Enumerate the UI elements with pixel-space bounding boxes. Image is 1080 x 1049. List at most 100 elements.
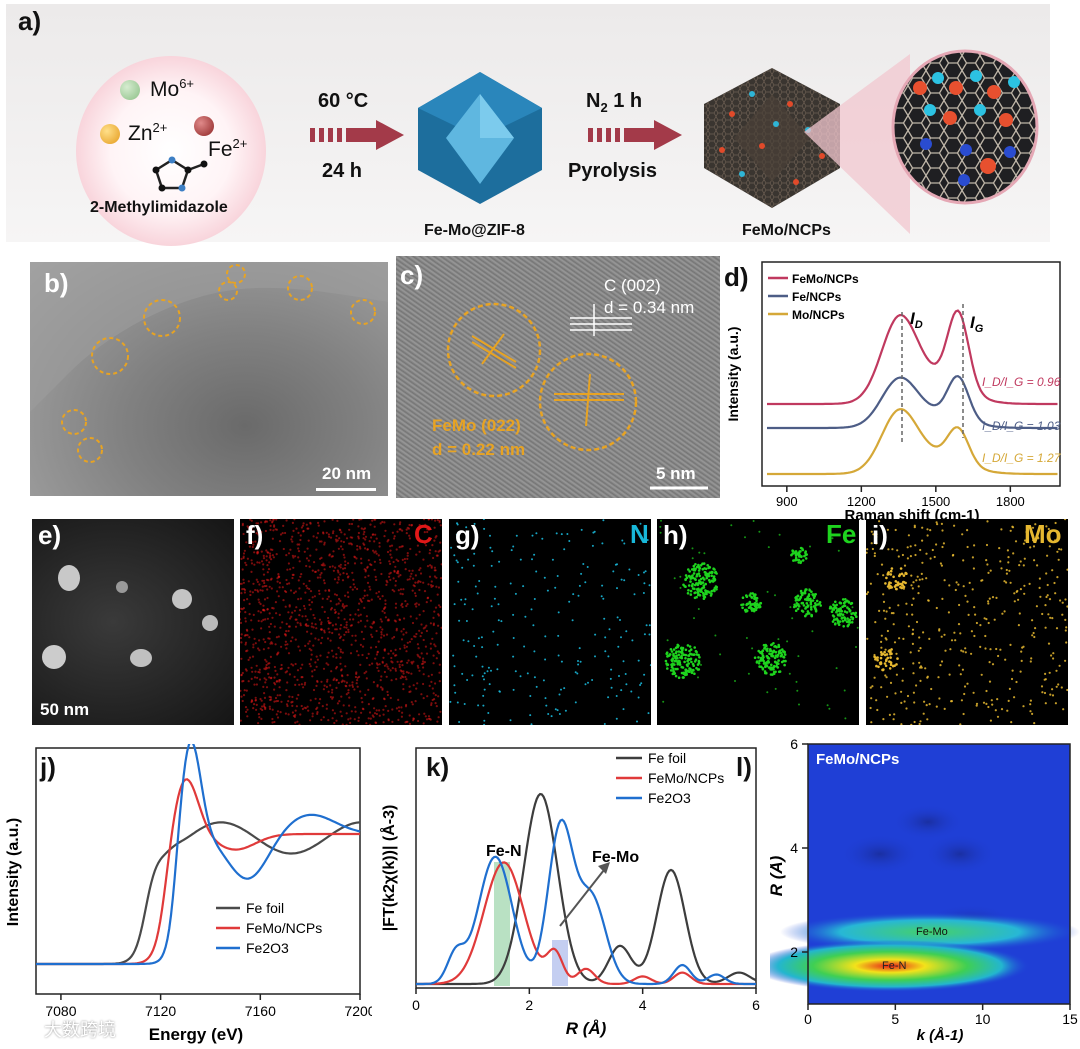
- eds-signal-dot: [353, 718, 356, 721]
- eds-signal-dot: [533, 598, 536, 600]
- eds-signal-dot: [255, 532, 258, 535]
- eds-cluster-dot: [780, 653, 784, 656]
- eds-signal-dot: [263, 581, 266, 585]
- exafs-xtick-label: 6: [752, 997, 760, 1013]
- eds-signal-dot: [410, 572, 413, 575]
- eds-signal-dot: [241, 671, 244, 675]
- eds-signal-dot: [968, 581, 971, 584]
- eds-signal-dot: [873, 552, 876, 555]
- eds-cluster-dot: [902, 574, 906, 577]
- eds-signal-dot: [347, 689, 350, 692]
- eds-signal-dot: [876, 573, 879, 576]
- eds-signal-dot: [297, 645, 300, 648]
- femo-ncps-particle-icon: [704, 68, 840, 208]
- eds-cluster-dot: [847, 601, 851, 604]
- eds-signal-dot: [774, 594, 776, 597]
- eds-signal-dot: [351, 681, 354, 684]
- eds-signal-dot: [241, 588, 244, 591]
- eds-signal-dot: [882, 593, 885, 596]
- eds-signal-dot: [532, 624, 535, 627]
- eds-signal-dot: [259, 611, 262, 614]
- eds-signal-dot: [294, 721, 297, 724]
- eds-signal-dot: [275, 636, 278, 639]
- eds-signal-dot: [431, 698, 434, 702]
- eds-signal-dot: [303, 604, 306, 608]
- eds-signal-dot: [393, 635, 396, 639]
- eds-signal-dot: [240, 719, 242, 722]
- eds-signal-dot: [311, 569, 314, 572]
- haadf-particle: [130, 649, 152, 667]
- eds-signal-dot: [291, 535, 294, 538]
- eds-signal-dot: [345, 723, 348, 725]
- eds-signal-dot: [284, 640, 287, 643]
- eds-signal-dot: [339, 566, 342, 569]
- eds-cluster-dot: [713, 578, 717, 581]
- atomic-structure-zoom-icon: [891, 49, 1039, 205]
- eds-signal-dot: [901, 667, 905, 670]
- eds-signal-dot: [241, 680, 244, 683]
- eds-signal-dot: [1046, 554, 1049, 557]
- eds-signal-dot: [935, 606, 938, 610]
- eds-signal-dot: [285, 554, 288, 557]
- eds-signal-dot: [383, 607, 386, 610]
- eds-signal-dot: [457, 580, 460, 583]
- eds-signal-dot: [309, 658, 313, 661]
- eds-signal-dot: [320, 621, 323, 624]
- eds-signal-dot: [255, 578, 258, 581]
- eds-cluster-dot: [705, 576, 709, 580]
- eds-signal-dot: [373, 519, 376, 521]
- eds-signal-dot: [257, 610, 260, 613]
- eds-signal-dot: [662, 700, 665, 703]
- eds-signal-dot: [401, 529, 404, 532]
- eds-signal-dot: [259, 697, 262, 701]
- eds-signal-dot: [921, 526, 924, 529]
- eds-cluster-dot: [883, 653, 887, 657]
- eds-signal-dot: [610, 686, 613, 689]
- eds-signal-dot: [287, 652, 291, 655]
- eds-signal-dot: [316, 679, 319, 683]
- eds-signal-dot: [412, 660, 415, 663]
- eds-signal-dot: [1048, 598, 1052, 601]
- eds-signal-dot: [304, 681, 307, 684]
- eds-signal-dot: [248, 531, 251, 534]
- eds-cluster-dot: [684, 648, 688, 652]
- eds-signal-dot: [331, 565, 334, 568]
- eds-signal-dot: [307, 539, 310, 542]
- eds-signal-dot: [240, 641, 243, 644]
- eds-signal-dot: [586, 566, 589, 568]
- raman-xtick-label: 1800: [996, 494, 1025, 509]
- eds-signal-dot: [365, 670, 368, 673]
- eds-signal-dot: [483, 678, 485, 681]
- eds-signal-dot: [888, 713, 891, 716]
- eds-cluster-dot: [754, 596, 757, 599]
- eds-signal-dot: [340, 531, 343, 534]
- eds-signal-dot: [399, 588, 403, 591]
- eds-cluster-dot: [710, 574, 713, 577]
- eds-signal-dot: [341, 651, 344, 654]
- eds-cluster-dot: [696, 583, 700, 587]
- eds-signal-dot: [378, 714, 381, 717]
- eds-signal-dot: [433, 575, 436, 578]
- eds-signal-dot: [268, 631, 271, 634]
- eds-cluster-dot: [674, 651, 678, 655]
- eds-signal-dot: [331, 688, 334, 691]
- eds-signal-dot: [270, 577, 273, 580]
- eds-signal-dot: [887, 548, 890, 551]
- eds-signal-dot: [247, 580, 250, 583]
- eds-cluster-dot: [687, 574, 691, 578]
- fe-n-contour: [770, 940, 1030, 992]
- eds-signal-dot: [348, 542, 351, 545]
- zn-ion-label: Zn2+: [128, 120, 168, 145]
- eds-signal-dot: [357, 621, 360, 624]
- eds-cluster-dot: [875, 664, 878, 668]
- eds-cluster-dot: [672, 669, 675, 673]
- eds-signal-dot: [281, 621, 284, 624]
- eds-signal-dot: [964, 651, 967, 654]
- eds-signal-dot: [568, 600, 571, 603]
- eds-signal-dot: [371, 697, 374, 701]
- eds-signal-dot: [303, 550, 306, 553]
- eds-signal-dot: [362, 597, 365, 600]
- eds-signal-dot: [1023, 557, 1026, 560]
- eds-cluster-dot: [687, 568, 690, 571]
- eds-signal-dot: [298, 587, 301, 590]
